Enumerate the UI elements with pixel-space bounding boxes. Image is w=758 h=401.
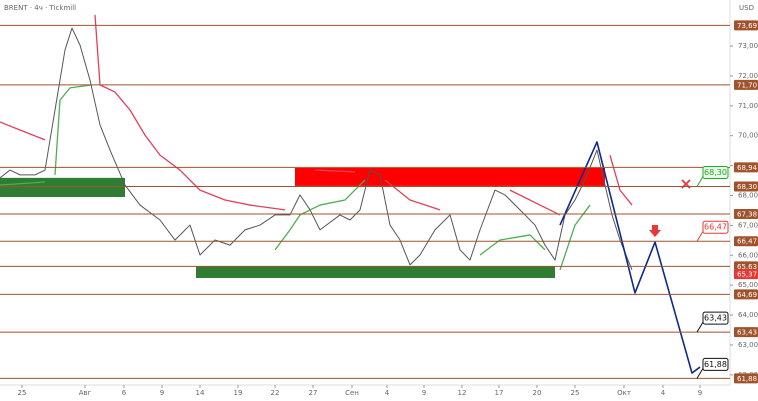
callout-box: [702, 311, 729, 325]
x-tick-label: 25: [18, 389, 27, 397]
level-label: 63,43: [737, 329, 757, 337]
series-line: [274, 179, 366, 251]
level-label-box: [734, 236, 758, 247]
level-label-box: [734, 373, 758, 384]
chart-title: BRENT · 4ч · Tickmill: [4, 4, 76, 12]
y-tick-label: 65,00: [738, 281, 758, 289]
x-tick-label: 12: [458, 389, 467, 397]
level-label: 65,63: [737, 263, 757, 271]
callout-label: 66,47: [704, 223, 727, 232]
level-label-box: [734, 181, 758, 192]
callout-box: [702, 166, 729, 180]
y-tick-label: 71,00: [738, 102, 758, 110]
x-tick-label: 9: [422, 389, 426, 397]
down-arrow: [649, 225, 661, 237]
level-label-box: [734, 20, 758, 31]
level-label: 71,70: [737, 81, 757, 89]
x-tick-label: Окт: [617, 389, 631, 397]
level-label: 68,94: [737, 164, 758, 172]
x-tick-label: 6: [122, 389, 127, 397]
x-tick-label: 17: [495, 389, 504, 397]
x-tick-label: 4: [661, 389, 666, 397]
x-tick-label: 9: [698, 389, 702, 397]
x-tick-label: 20: [533, 389, 542, 397]
callout-label: 68,30: [704, 168, 727, 177]
x-tick-label: 14: [196, 389, 205, 397]
y-tick-label: 70,00: [738, 132, 758, 140]
series-line: [0, 121, 46, 141]
level-label-box: [734, 209, 758, 220]
series-line: [509, 189, 561, 216]
plot-area: [0, 14, 701, 374]
callout-pointer: [696, 176, 704, 187]
callout-box: [702, 357, 729, 371]
level-label: 61,88: [737, 375, 757, 383]
x-tick-label: 22: [271, 389, 280, 397]
series-line: [0, 27, 633, 271]
x-tick-label: 9: [160, 389, 164, 397]
x-tick-label: 27: [309, 389, 318, 397]
last-price-box: [734, 269, 758, 280]
series-line: [559, 204, 591, 271]
y-tick-label: 68,00: [738, 191, 758, 199]
callout-pointer: [696, 321, 704, 333]
level-label: 68,30: [737, 183, 757, 191]
zone: [0, 177, 125, 197]
callout-pointer: [696, 368, 704, 379]
level-label: 66,47: [737, 238, 757, 246]
x-tick-label: 19: [234, 389, 243, 397]
last-price-label: 65,37: [737, 271, 757, 279]
series-line: [314, 169, 356, 173]
x-tick-label: 4: [385, 389, 390, 397]
axis-unit: USD: [739, 4, 754, 12]
level-label: 67,38: [737, 211, 757, 219]
level-label-box: [734, 261, 758, 272]
series-line: [94, 14, 286, 211]
zone: [196, 266, 555, 278]
level-label-box: [734, 162, 758, 173]
series-line: [0, 181, 46, 186]
callout-box: [702, 220, 729, 234]
zone: [295, 167, 605, 186]
level-label-box: [734, 327, 758, 338]
callout-label: 63,43: [704, 314, 727, 323]
y-tick-label: 73,00: [738, 42, 758, 50]
level-label: 64,69: [737, 291, 757, 299]
x-tick-label: Сен: [345, 389, 359, 397]
y-tick-label: 72,00: [738, 72, 758, 80]
level-label: 73,69: [737, 22, 757, 30]
series-line: [54, 84, 93, 175]
x-tick-label: 25: [571, 389, 580, 397]
series-line: [479, 234, 546, 256]
y-tick-label: 63,00: [738, 341, 758, 349]
series-line: [559, 141, 701, 374]
level-label-box: [734, 79, 758, 90]
series-line: [609, 154, 633, 206]
callout-pointer: [696, 230, 704, 242]
level-label-box: [734, 289, 758, 300]
y-tick-label: 67,00: [738, 221, 758, 229]
callout-label: 61,88: [704, 360, 727, 369]
x-tick-label: Авг: [79, 389, 92, 397]
y-tick-label: 64,00: [738, 311, 758, 319]
y-tick-label: 66,00: [738, 251, 758, 259]
